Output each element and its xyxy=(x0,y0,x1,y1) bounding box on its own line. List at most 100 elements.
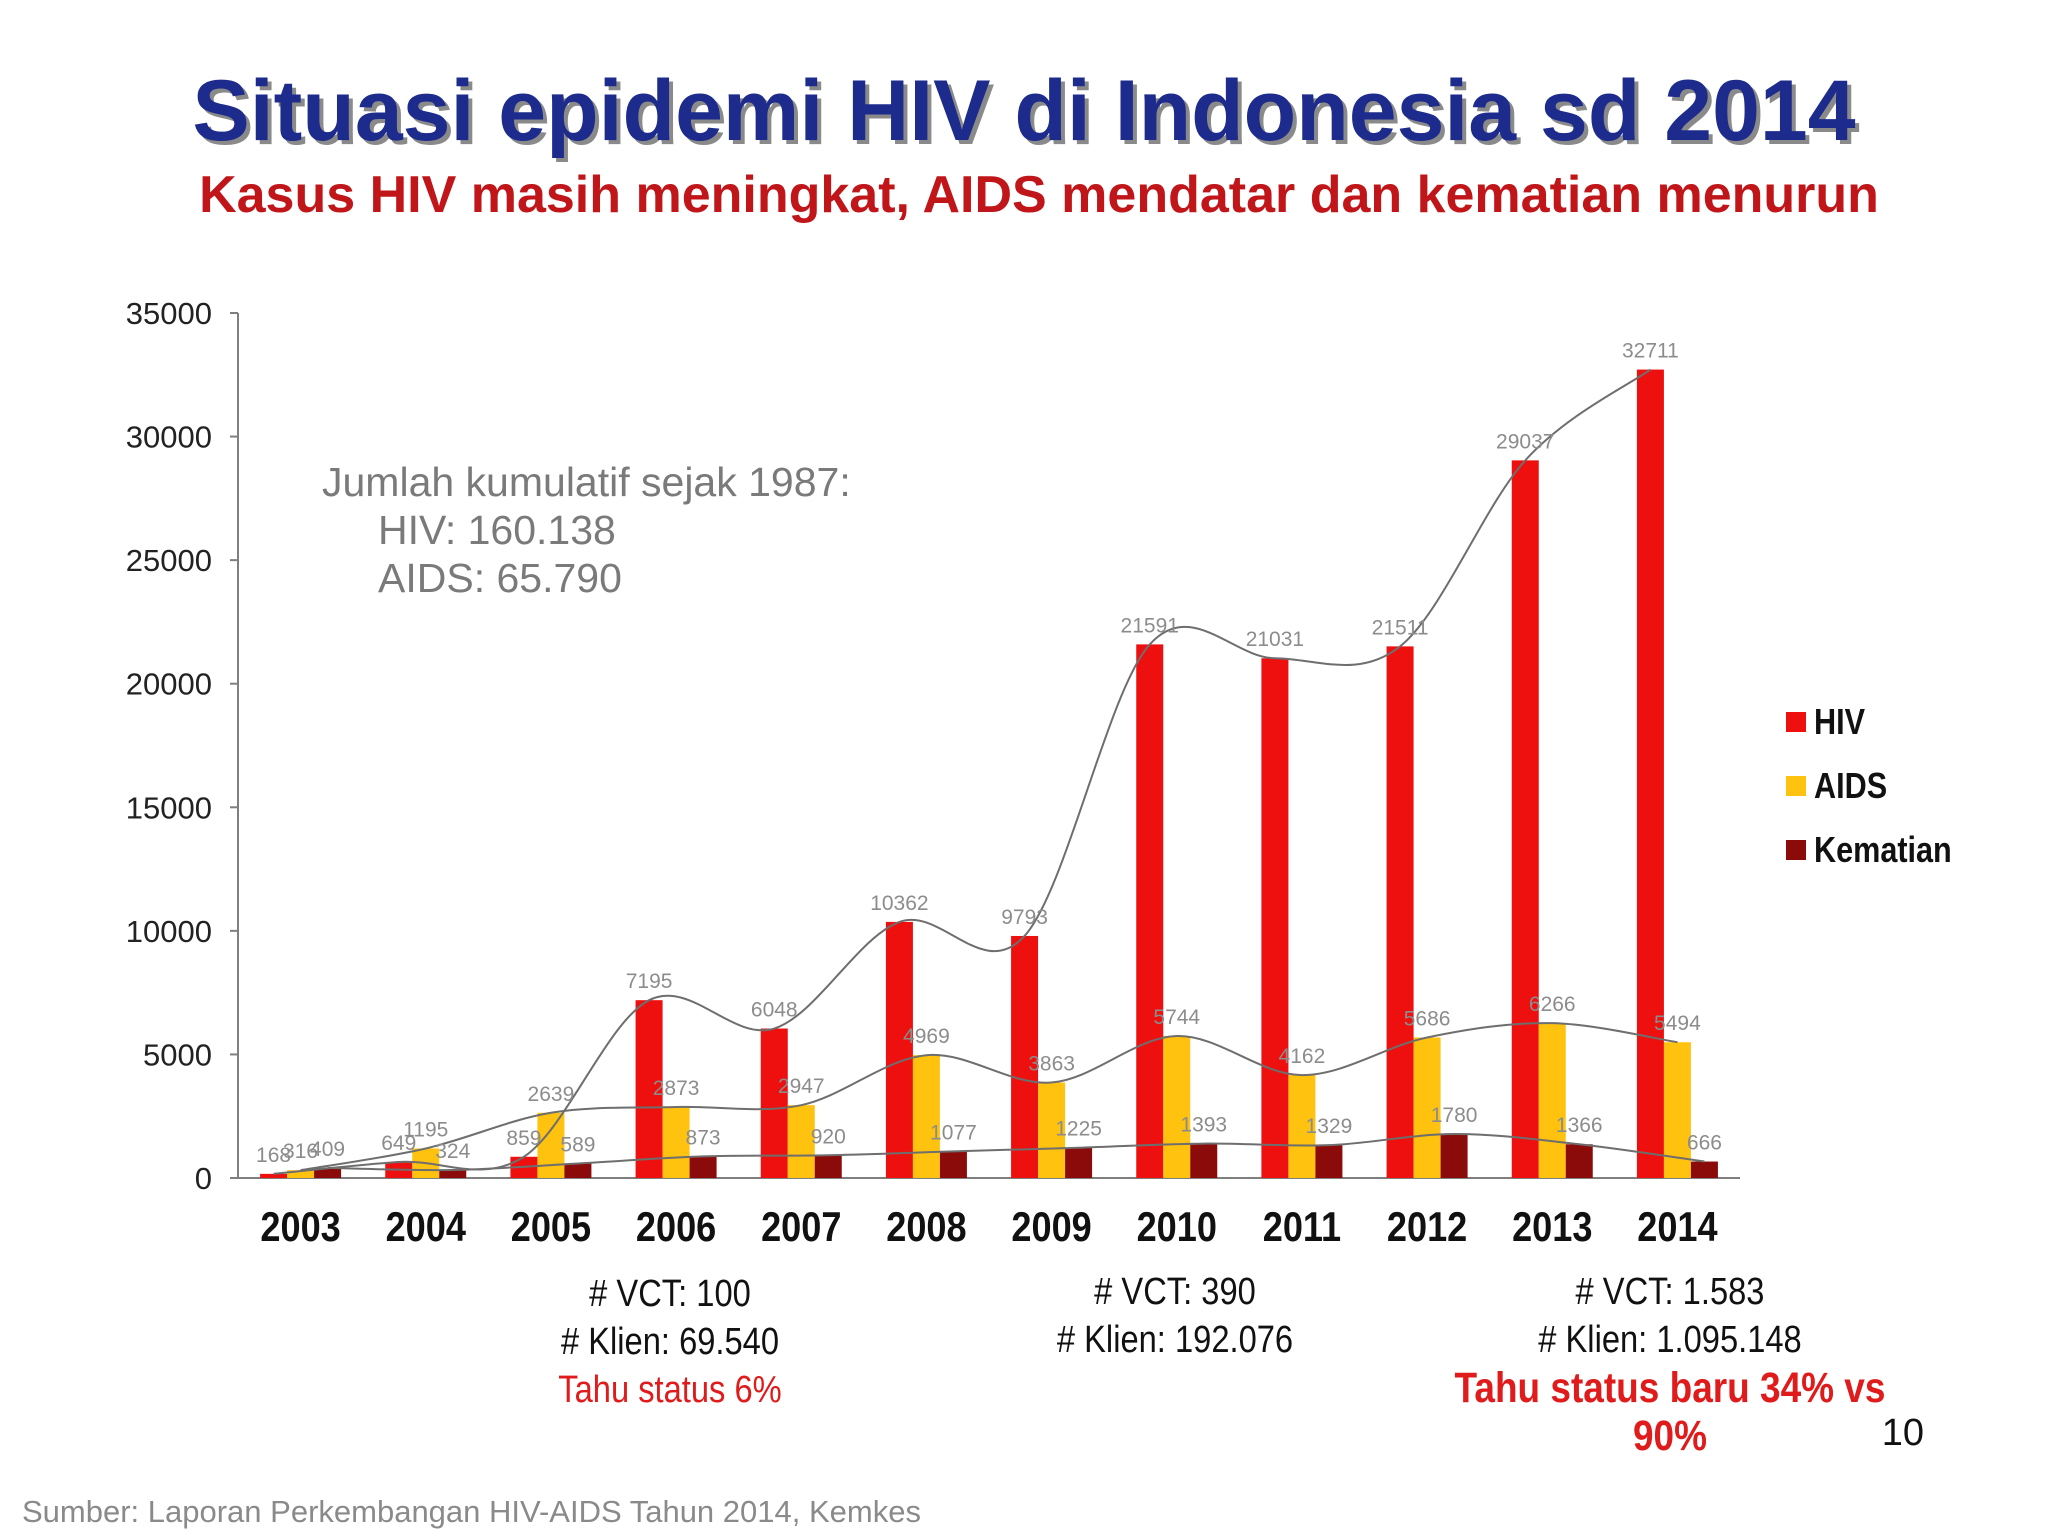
bar-kematian-2013 xyxy=(1565,1144,1593,1178)
bar-kematian-2010 xyxy=(1190,1143,1218,1178)
bar-hiv-2012 xyxy=(1386,646,1414,1178)
trend-line-kematian xyxy=(327,1133,1705,1172)
vct-note-2010: # VCT: 390 # Klien: 192.076 xyxy=(1042,1268,1309,1364)
bar-aids-2012 xyxy=(1413,1037,1441,1178)
data-label-kematian: 1780 xyxy=(1431,1104,1478,1127)
x-tick-label: 2010 xyxy=(1137,1205,1217,1251)
bar-aids-2013 xyxy=(1538,1023,1566,1178)
data-label-aids: 1195 xyxy=(403,1118,448,1141)
bar-aids-2006 xyxy=(662,1106,690,1178)
legend-swatch-kematian xyxy=(1786,840,1806,860)
data-label-aids: 2639 xyxy=(528,1083,575,1106)
data-label-kematian: 873 xyxy=(686,1126,721,1149)
bar-kematian-2006 xyxy=(689,1156,717,1178)
bar-kematian-2014 xyxy=(1690,1161,1718,1178)
bar-kematian-2003 xyxy=(314,1167,342,1178)
bar-aids-2005 xyxy=(537,1112,565,1178)
legend-swatch-hiv xyxy=(1786,712,1806,732)
data-label-aids: 4162 xyxy=(1279,1045,1326,1068)
klien-count: # Klien: 1.095.148 xyxy=(1538,1319,1802,1361)
data-label-hiv: 7195 xyxy=(626,970,673,993)
data-label-hiv: 21511 xyxy=(1372,616,1429,639)
data-label-hiv: 9793 xyxy=(1001,906,1048,929)
page-number: 10 xyxy=(1881,1412,1924,1454)
bar-chart: 0 5000 10000 15000 20000 25000 30000 35000 2003 2… xyxy=(126,296,1740,1251)
data-label-kematian: 409 xyxy=(310,1138,345,1161)
klien-count: # Klien: 69.540 xyxy=(560,1321,780,1363)
bar-kematian-2008 xyxy=(939,1151,967,1178)
data-label-aids: 3863 xyxy=(1028,1053,1075,1076)
x-tick-label: 2014 xyxy=(1637,1205,1718,1251)
bar-hiv-2008 xyxy=(885,921,913,1178)
y-tick-label: 5000 xyxy=(143,1037,212,1072)
y-tick-label: 25000 xyxy=(126,543,212,578)
bar-hiv-2010 xyxy=(1136,644,1164,1178)
vct-count: # VCT: 100 xyxy=(589,1273,751,1315)
cumulative-hiv: HIV: 160.138 xyxy=(378,507,616,553)
bar-aids-2011 xyxy=(1288,1075,1316,1178)
page-title: Situasi epidemi HIV di Indonesia sd 2014 xyxy=(192,63,1856,159)
bar-hiv-2011 xyxy=(1261,658,1289,1178)
bar-aids-2010 xyxy=(1163,1036,1191,1178)
data-label-aids: 6266 xyxy=(1529,993,1576,1016)
vct-count: # VCT: 390 xyxy=(1094,1271,1256,1313)
data-label-kematian: 1077 xyxy=(930,1121,977,1144)
cumulative-aids: AIDS: 65.790 xyxy=(378,555,622,601)
x-tick-label: 2009 xyxy=(1011,1205,1091,1251)
x-tick-label: 2003 xyxy=(260,1205,340,1251)
bar-hiv-2006 xyxy=(635,1000,663,1178)
legend-label-aids: AIDS xyxy=(1814,765,1888,806)
data-label-kematian: 920 xyxy=(811,1125,846,1148)
bar-kematian-2012 xyxy=(1440,1134,1468,1178)
data-label-kematian: 1393 xyxy=(1180,1114,1227,1137)
data-label-aids: 2947 xyxy=(778,1075,825,1098)
data-label-kematian: 324 xyxy=(435,1140,470,1163)
bar-kematian-2007 xyxy=(814,1155,842,1178)
x-tick-label: 2005 xyxy=(511,1205,591,1251)
data-label-hiv: 29037 xyxy=(1496,430,1554,453)
x-tick-label: 2011 xyxy=(1263,1205,1341,1251)
chart-legend: HIV AIDS Kematian xyxy=(1786,690,1976,882)
bar-aids-2003 xyxy=(287,1170,315,1178)
vct-note-2006: # VCT: 100 # Klien: 69.540 Tahu status 6… xyxy=(541,1270,799,1414)
data-label-kematian: 589 xyxy=(560,1133,595,1156)
legend-item-kematian: Kematian xyxy=(1786,818,1976,882)
bar-hiv-2007 xyxy=(760,1028,788,1178)
vct-note-2014: # VCT: 1.583 # Klien: 1.095.148 Tahu sta… xyxy=(1429,1268,1911,1460)
bar-aids-2009 xyxy=(1038,1082,1066,1178)
data-label-aids: 316 xyxy=(283,1140,318,1163)
data-label-hiv: 859 xyxy=(506,1127,541,1150)
trend-line-hiv xyxy=(273,368,1652,1175)
x-tick-label: 2007 xyxy=(761,1205,841,1251)
y-tick-label: 30000 xyxy=(126,420,212,455)
y-tick-label: 10000 xyxy=(126,914,212,949)
data-label-hiv: 32711 xyxy=(1622,340,1679,363)
data-label-hiv: 21591 xyxy=(1121,614,1179,637)
data-label-aids: 5686 xyxy=(1404,1007,1451,1030)
cumulative-heading: Jumlah kumulatif sejak 1987: xyxy=(322,459,851,505)
bar-kematian-2011 xyxy=(1315,1145,1343,1178)
y-tick-label: 0 xyxy=(195,1161,212,1196)
source-note: Sumber: Laporan Perkembangan HIV-AIDS Ta… xyxy=(22,1494,921,1529)
y-tick-label: 20000 xyxy=(126,667,212,702)
data-label-kematian: 1225 xyxy=(1055,1118,1102,1141)
data-label-aids: 5494 xyxy=(1654,1012,1701,1035)
x-tick-label: 2008 xyxy=(886,1205,966,1251)
data-label-aids: 5744 xyxy=(1153,1006,1200,1029)
data-label-hiv: 6048 xyxy=(751,999,798,1022)
data-label-hiv: 21031 xyxy=(1246,628,1304,651)
bar-hiv-2014 xyxy=(1636,369,1664,1178)
legend-swatch-aids xyxy=(1786,776,1806,796)
x-tick-label: 2006 xyxy=(636,1205,716,1251)
bar-aids-2008 xyxy=(912,1055,940,1178)
data-label-kematian: 666 xyxy=(1687,1132,1722,1155)
y-tick-label: 35000 xyxy=(126,296,212,331)
data-label-hiv: 168 xyxy=(256,1144,291,1167)
vct-count: # VCT: 1.583 xyxy=(1575,1271,1765,1313)
bar-hiv-2013 xyxy=(1511,460,1539,1178)
bar-hiv-2003 xyxy=(260,1173,288,1178)
bar-kematian-2005 xyxy=(564,1163,592,1178)
bar-kematian-2009 xyxy=(1065,1147,1093,1178)
status-note: Tahu status baru 34% vs 90% xyxy=(1454,1364,1886,1460)
klien-count: # Klien: 192.076 xyxy=(1056,1319,1294,1361)
